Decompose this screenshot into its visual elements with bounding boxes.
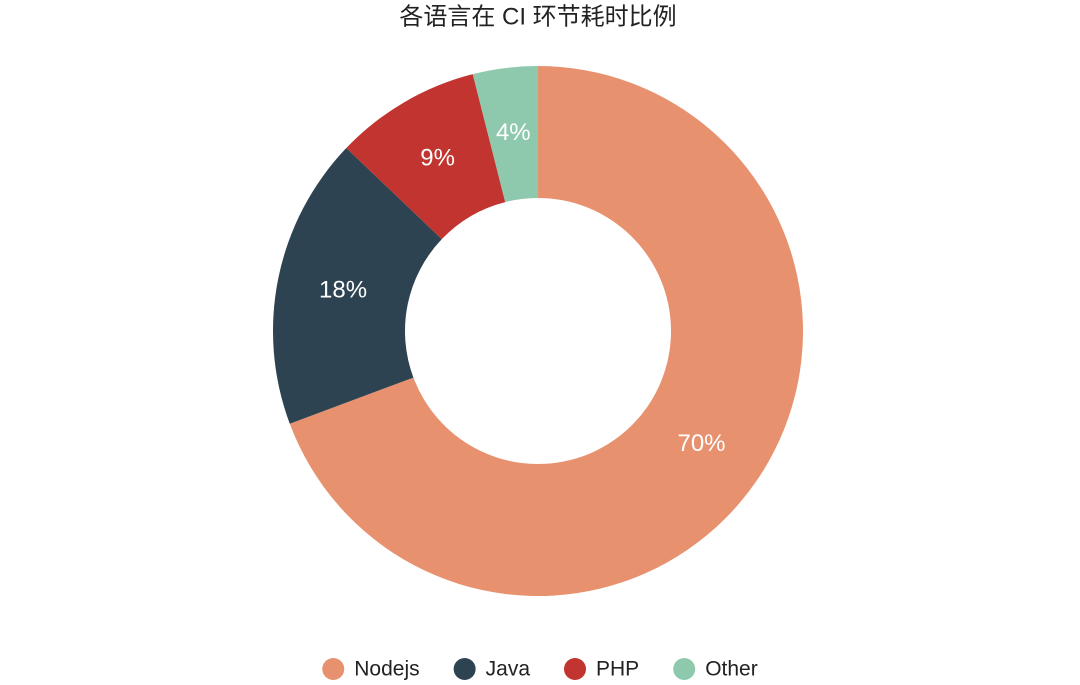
donut-slice xyxy=(346,74,506,240)
data-label: 9% xyxy=(420,145,455,172)
donut-slice xyxy=(273,148,442,424)
chart-title: 各语言在 CI 环节耗时比例 xyxy=(399,3,676,30)
legend-marker xyxy=(453,658,476,680)
legend-label: Other xyxy=(705,658,758,681)
legend-label: Java xyxy=(486,658,531,681)
donut-slice xyxy=(289,66,804,596)
data-label: 18% xyxy=(319,276,367,303)
data-label: 4% xyxy=(496,119,531,146)
legend-marker xyxy=(673,658,696,680)
donut-slice xyxy=(472,66,538,203)
legend-marker xyxy=(564,658,587,680)
legend-marker xyxy=(322,658,345,680)
data-label: 70% xyxy=(677,430,725,457)
legend-label: PHP xyxy=(596,658,639,681)
legend-label: Nodejs xyxy=(354,658,419,681)
